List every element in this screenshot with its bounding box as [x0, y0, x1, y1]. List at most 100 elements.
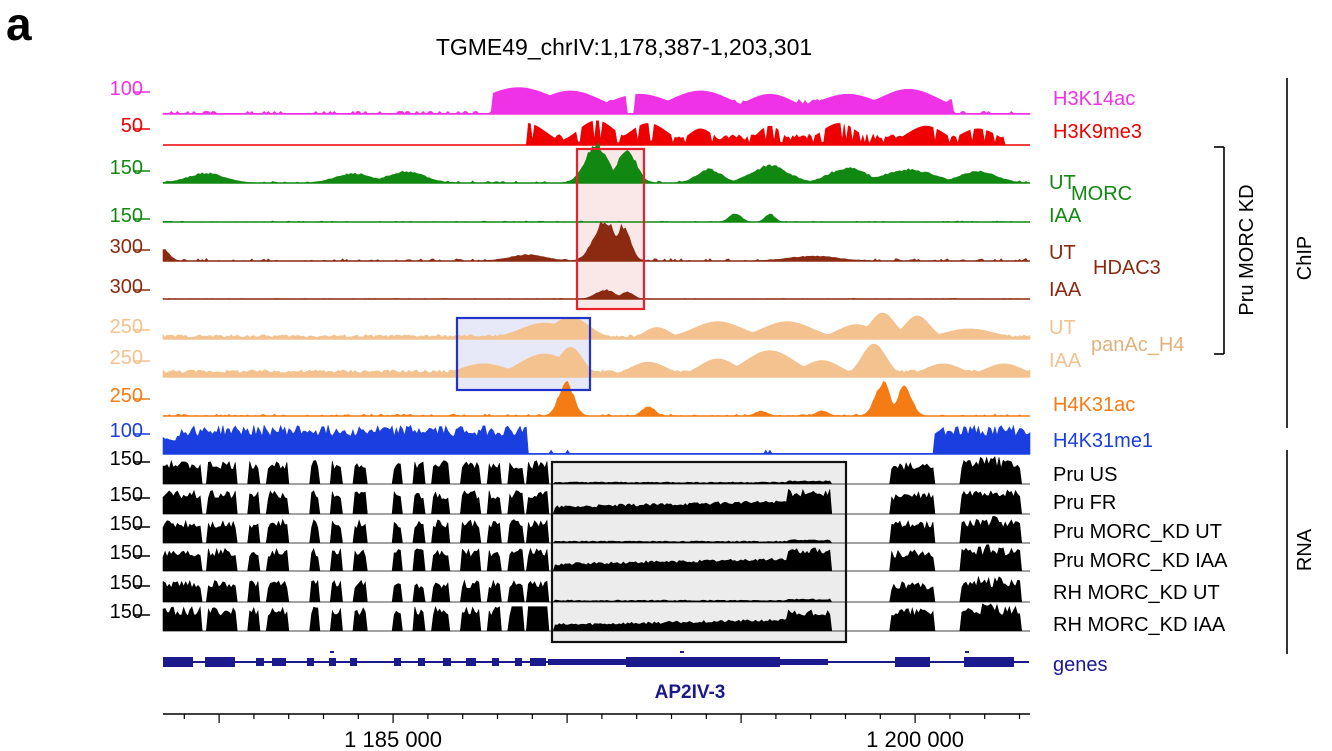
gene-exon — [272, 658, 286, 666]
track-condition: IAA — [1049, 279, 1082, 301]
track-name: Pru MORC_KD IAA — [1053, 550, 1228, 572]
track-morc_ut: 150 UT — [110, 142, 1076, 194]
track-h4k31ac: 250 H4K31ac — [110, 381, 1135, 417]
signal-hdac3_ut — [162, 221, 1031, 262]
track-h3k14ac: 100 H3K14ac — [110, 78, 1135, 115]
track-h4k31me1: 100 H4K31me1 — [110, 420, 1153, 455]
track-h3k9me3: 50 H3K9me3 — [121, 115, 1142, 146]
track-rna_pru_iaa: 150 Pru MORC_KD IAA — [110, 542, 1229, 572]
track-name: Pru FR — [1053, 492, 1116, 514]
scale-label: 150 — [110, 542, 143, 564]
scale-label: 150 — [110, 513, 143, 535]
scale-label: 100 — [110, 78, 143, 100]
gene-name-ap2iv3: AP2IV-3 — [655, 682, 726, 703]
track-condition: IAA — [1049, 205, 1082, 227]
gene-exon — [307, 658, 314, 666]
scale-label: 250 — [110, 316, 143, 338]
signal-rna_rh_iaa — [162, 603, 1030, 632]
track-condition: UT — [1049, 242, 1076, 264]
signal-rna_pru_ut — [162, 516, 1030, 544]
gene-exon — [256, 658, 264, 666]
scale-label: 300 — [110, 276, 143, 298]
ap2iv3-exon — [780, 659, 828, 665]
signal-rna_rh_ut — [162, 575, 1030, 603]
gene-exon — [492, 658, 499, 666]
gene-exon — [163, 657, 193, 667]
track-condition: IAA — [1049, 350, 1082, 372]
track-rna_rh_iaa: 150 RH MORC_KD IAA — [110, 601, 1226, 636]
gene-exon — [350, 658, 357, 666]
signal-rna_pru_us — [162, 456, 1030, 485]
track-rna_rh_ut: 150 RH MORC_KD UT — [110, 572, 1220, 604]
signal-h3k14ac — [162, 87, 1031, 115]
track-hdac3_iaa: 300 IAA — [110, 276, 1082, 301]
x-tick-label: 1 200 000 — [866, 727, 964, 751]
gene-exon — [329, 658, 336, 666]
track-name: RH MORC_KD UT — [1053, 582, 1220, 604]
gene-exon — [418, 658, 425, 666]
gene-exon — [964, 657, 1014, 667]
red-highlight-box — [575, 147, 646, 311]
x-axis: 1 185 000 1 200 000 — [163, 713, 1030, 751]
gene-exon — [895, 657, 930, 667]
genes-track-label: genes — [1053, 654, 1108, 676]
track-rna_pru_us: 150 Pru US — [110, 448, 1118, 486]
scale-label: 150 — [110, 157, 143, 179]
chart-title: TGME49_chrIV:1,178,387-1,203,301 — [436, 34, 812, 60]
signal-h3k9me3 — [163, 120, 1030, 146]
track-name: H4K31ac — [1053, 394, 1135, 416]
signal-panac_iaa — [162, 343, 1031, 378]
signal-morc_iaa — [162, 213, 1030, 223]
ap2iv3-exon — [626, 657, 780, 667]
scale-label: 100 — [110, 420, 143, 442]
track-morc_iaa: 150 IAA — [110, 205, 1082, 227]
brackets — [1214, 78, 1288, 654]
track-name: H4K31me1 — [1053, 430, 1153, 452]
track-name: H3K14ac — [1053, 88, 1135, 110]
gene-exon — [394, 658, 401, 666]
gene-exon — [205, 657, 235, 667]
gene-exon — [466, 658, 476, 666]
hdac3-label: HDAC3 — [1093, 257, 1161, 279]
tracks-layer: 100 H3K14ac 50 H3K9me3 150 UT 150 IAA 300 UT 300 IA… — [110, 78, 1229, 636]
track-name: Pru MORC_KD UT — [1053, 521, 1222, 543]
gene-exon — [530, 658, 546, 666]
signal-morc_ut — [162, 142, 1031, 184]
scale-label: 150 — [110, 484, 143, 506]
gene-exon — [515, 658, 522, 666]
blue-highlight-box — [455, 316, 592, 392]
panac-label: panAc_H4 — [1091, 334, 1184, 356]
x-axis-minor-ticks — [183, 714, 1021, 723]
track-rna_pru_ut: 150 Pru MORC_KD UT — [110, 513, 1222, 544]
track-condition: UT — [1049, 172, 1076, 194]
track-panac_iaa: 250 IAA — [110, 343, 1082, 378]
signal-hdac3_iaa — [162, 289, 1031, 300]
track-name: Pru US — [1053, 464, 1117, 486]
scale-label: 150 — [110, 448, 143, 470]
signal-h4k31ac — [162, 381, 1031, 417]
scale-label: 250 — [110, 347, 143, 369]
scale-label: 50 — [121, 115, 143, 137]
x-tick-label: 1 185 000 — [344, 727, 442, 751]
signal-h4k31me1 — [162, 424, 1031, 455]
x-axis-labels: 1 185 000 1 200 000 — [344, 727, 964, 751]
scale-label: 150 — [110, 205, 143, 227]
scale-label: 300 — [110, 236, 143, 258]
track-name: RH MORC_KD IAA — [1053, 614, 1226, 636]
gene-track: genes AP2IV-3 — [163, 651, 1108, 703]
gene-exon — [443, 658, 451, 666]
scale-label: 150 — [110, 601, 143, 623]
track-condition: UT — [1049, 317, 1076, 339]
chip-label: ChIP — [1294, 236, 1316, 280]
scale-label: 150 — [110, 572, 143, 594]
scale-label: 250 — [110, 385, 143, 407]
rna-label: RNA — [1294, 528, 1316, 571]
black-highlight-box — [550, 460, 848, 644]
track-name: H3K9me3 — [1053, 121, 1142, 143]
ap2iv3-exon — [548, 659, 626, 665]
track-panac_ut: 250 UT — [110, 312, 1076, 340]
signal-rna_pru_fr — [162, 488, 1030, 515]
panel-letter: a — [6, 0, 32, 50]
signal-panac_ut — [162, 312, 1031, 340]
